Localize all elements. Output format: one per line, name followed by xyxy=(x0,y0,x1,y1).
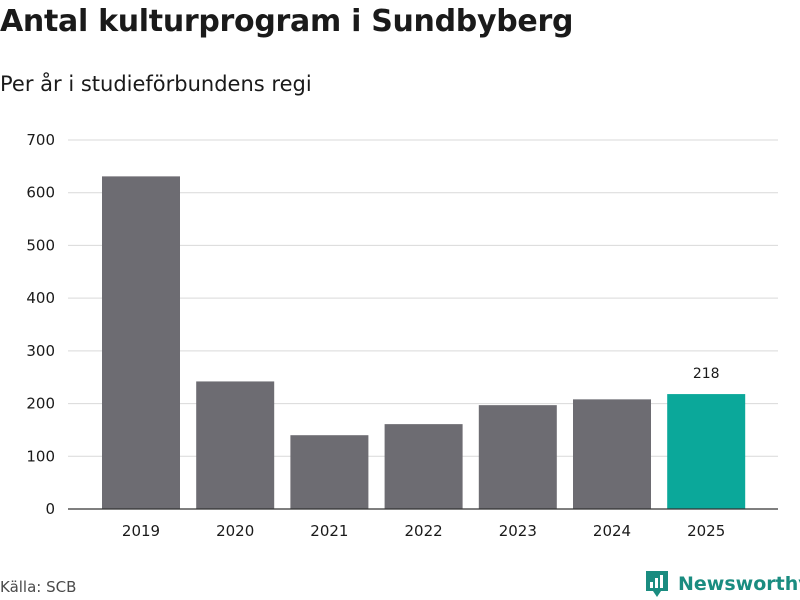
bar-2022 xyxy=(384,424,463,509)
y-axis-ticks: 0 100 200 300 400 500 600 700 xyxy=(26,131,55,518)
brand-name: Newsworthy xyxy=(678,573,800,595)
y-tick-label: 200 xyxy=(26,395,55,413)
y-tick-label: 400 xyxy=(26,289,55,307)
bar-2019 xyxy=(102,176,180,509)
newsworthy-logo-icon xyxy=(646,571,668,597)
x-tick-label: 2025 xyxy=(687,522,725,540)
y-tick-label: 500 xyxy=(26,236,55,254)
source-note: Källa: SCB xyxy=(0,578,77,596)
bar-2024 xyxy=(573,399,651,509)
x-tick-label: 2019 xyxy=(122,522,160,540)
y-tick-label: 300 xyxy=(26,342,55,360)
chart-title: Antal kulturprogram i Sundbyberg xyxy=(0,4,574,39)
bar-2023 xyxy=(478,405,557,509)
x-tick-label: 2022 xyxy=(405,522,443,540)
data-label: 218 xyxy=(693,366,720,382)
x-tick-label: 2024 xyxy=(593,522,631,540)
x-axis-ticks: 2019 2020 2021 2022 2023 2024 2025 xyxy=(122,522,725,540)
bar-2021 xyxy=(290,435,369,509)
bars xyxy=(102,176,746,509)
data-labels: 218 xyxy=(693,366,720,382)
y-tick-label: 600 xyxy=(26,184,55,202)
chart-subtitle: Per år i studieförbundens regi xyxy=(0,72,312,96)
x-tick-label: 2023 xyxy=(499,522,537,540)
x-tick-label: 2020 xyxy=(216,522,254,540)
y-tick-label: 100 xyxy=(26,447,55,465)
y-tick-label: 700 xyxy=(26,131,55,149)
bar-2020 xyxy=(196,381,275,509)
x-tick-label: 2021 xyxy=(310,522,348,540)
y-tick-label: 0 xyxy=(45,500,55,518)
bar-2025 xyxy=(667,394,746,509)
gridlines xyxy=(68,139,778,457)
brand-logo: Newsworthy xyxy=(644,569,800,599)
